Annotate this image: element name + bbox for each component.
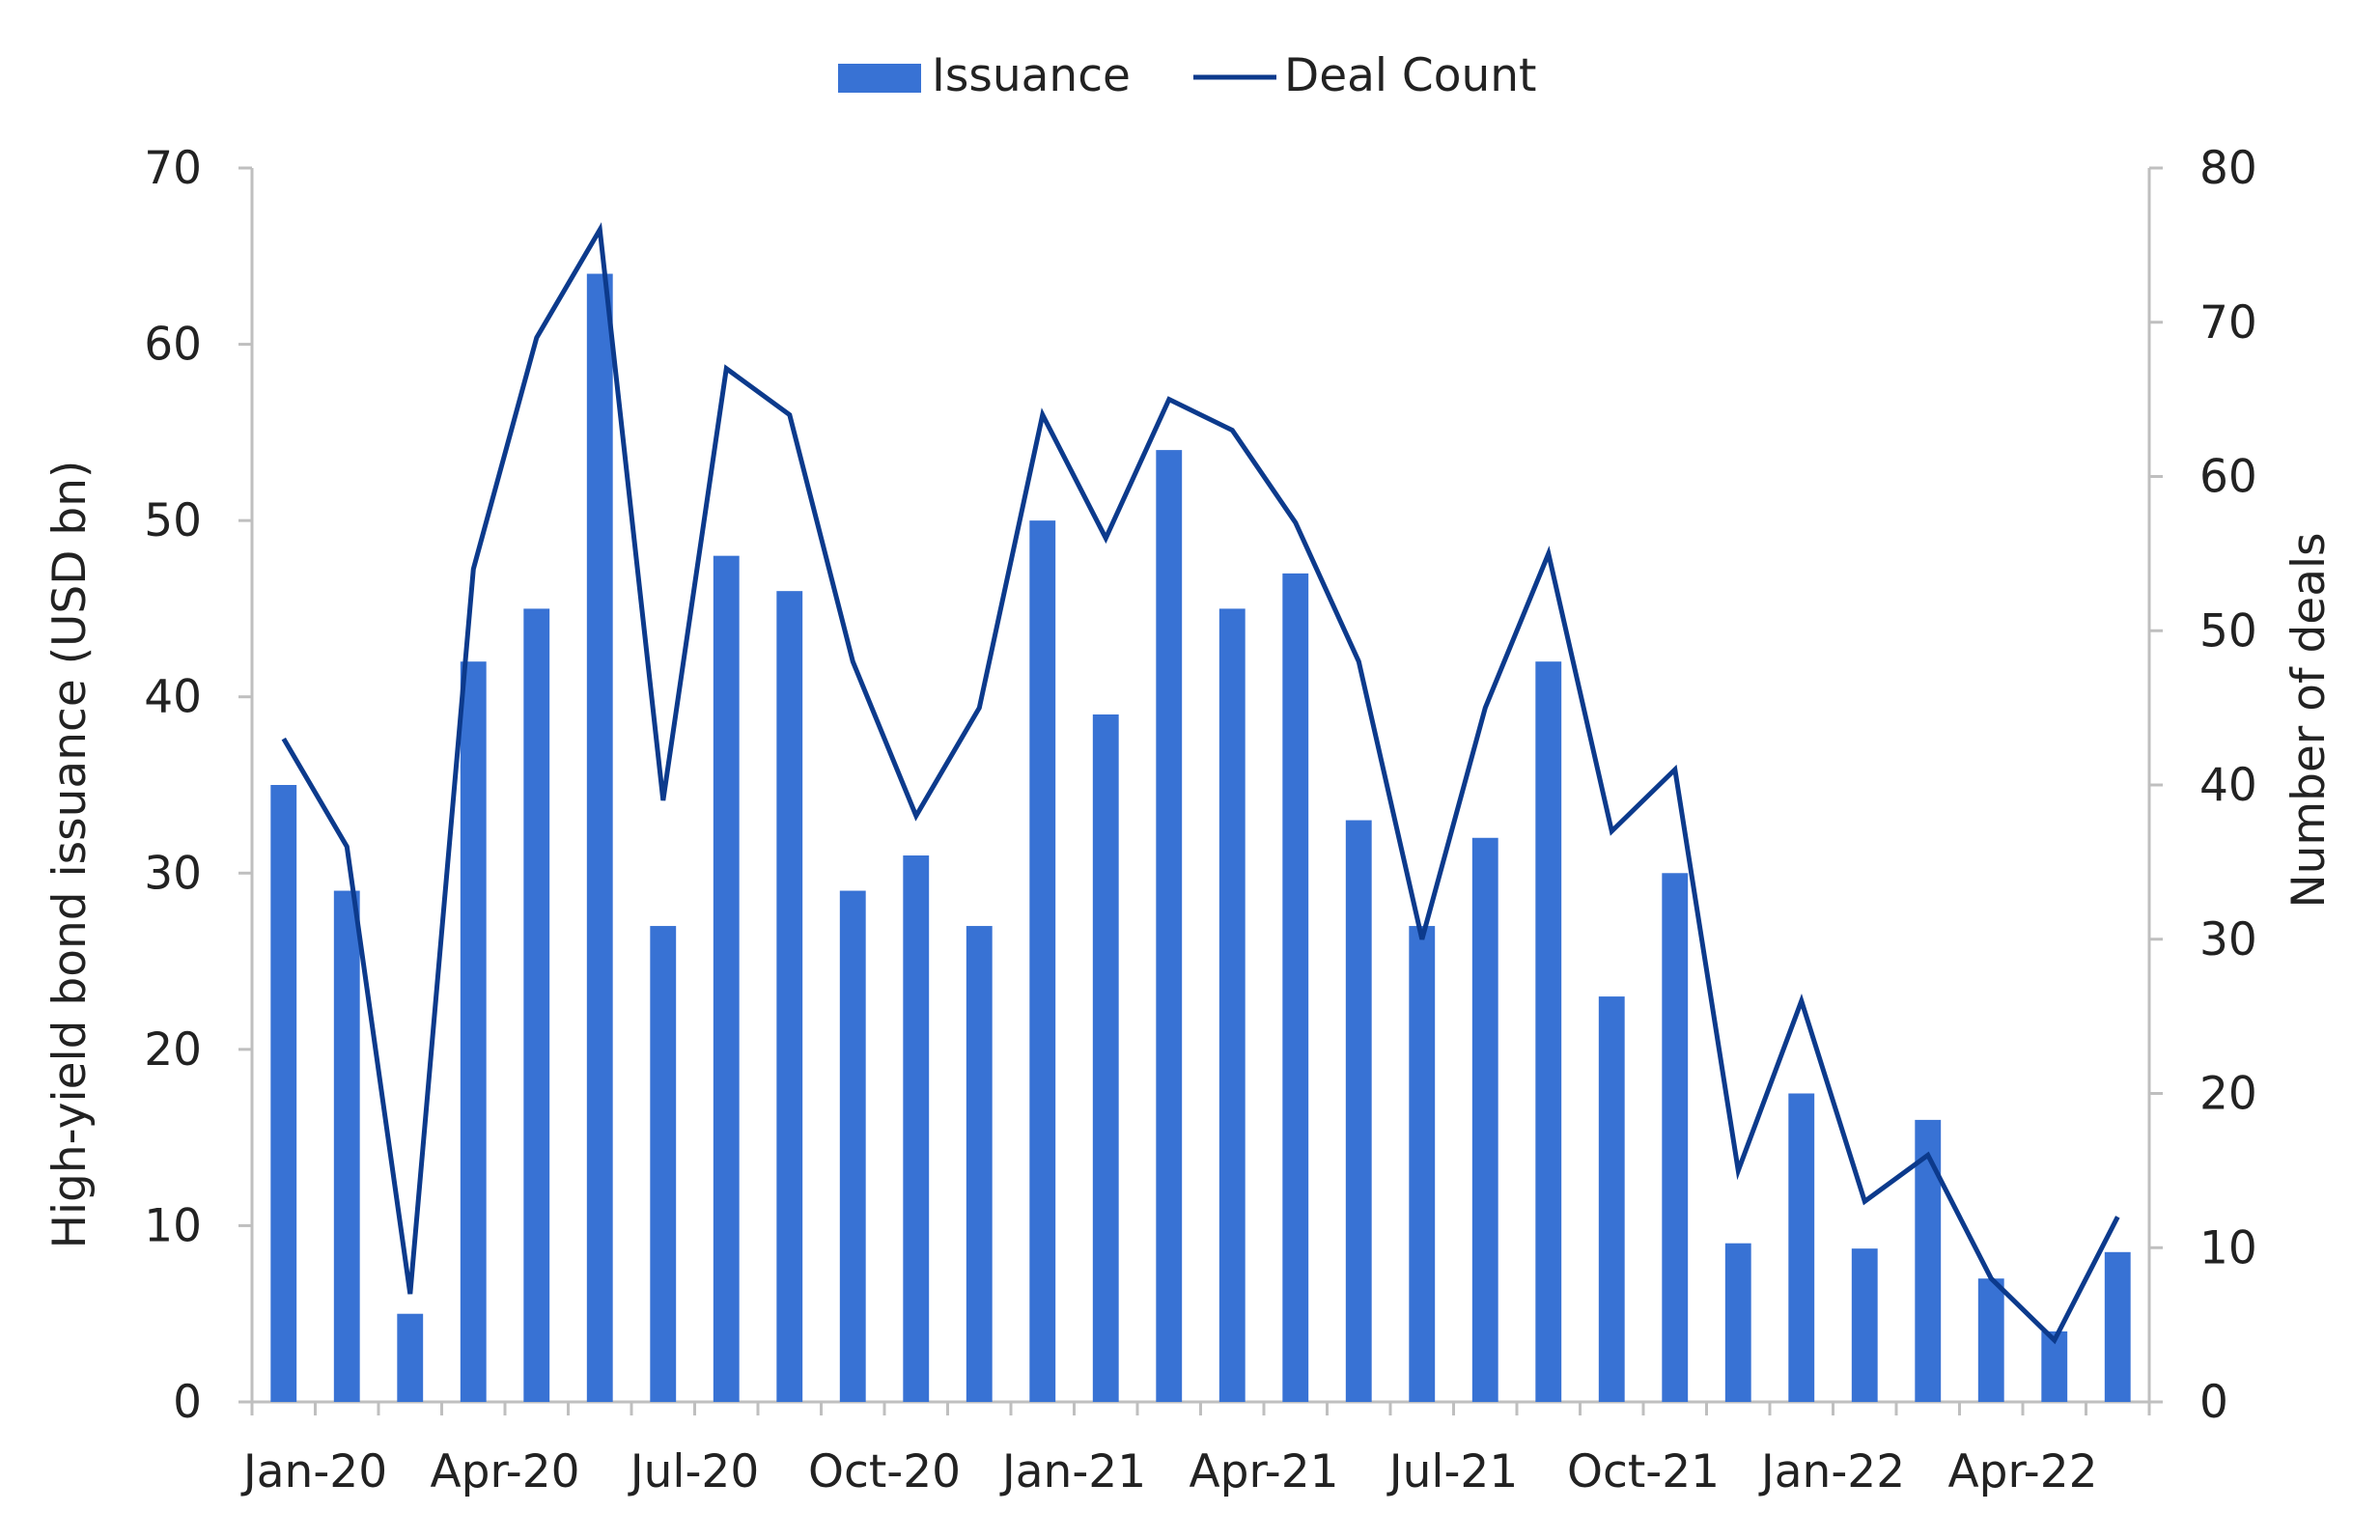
y-axis-right-title: Number of deals [2282, 532, 2336, 908]
issuance-bar [713, 555, 740, 1402]
y-left-tick-label: 70 [144, 142, 202, 195]
x-tick-label: Jan-20 [240, 1445, 387, 1498]
issuance-bar [460, 661, 487, 1402]
y-axis-right-ticks: 0 10 20 30 40 50 60 70 80 [2149, 142, 2257, 1429]
issuance-bar [1029, 520, 1056, 1402]
deal-count-line [281, 222, 2120, 1345]
y-right-tick-label: 0 [2199, 1376, 2228, 1429]
issuance-bar [586, 273, 613, 1402]
legend-deal-count-label: Deal Count [1284, 49, 1536, 102]
issuance-bar [1218, 608, 1246, 1402]
y-right-tick-label: 50 [2199, 604, 2257, 658]
y-left-tick-label: 10 [144, 1199, 202, 1252]
y-right-tick-label: 60 [2199, 451, 2257, 504]
issuance-bar [1156, 450, 1183, 1403]
y-left-tick-label: 60 [144, 319, 202, 372]
deal-count-series [281, 222, 2120, 1345]
issuance-bar [1282, 573, 1309, 1402]
y-axis-left-title: High-yield bond issuance (USD bn) [43, 461, 97, 1249]
y-axis-left-ticks: 0 10 20 30 40 50 60 70 [144, 142, 252, 1429]
x-tick-label: Apr-22 [1947, 1445, 2097, 1498]
x-tick-label: Oct-21 [1567, 1445, 1720, 1498]
issuance-bar [1724, 1243, 1751, 1402]
issuance-bars [270, 273, 2131, 1403]
y-right-tick-label: 20 [2199, 1068, 2257, 1121]
y-left-tick-label: 40 [144, 671, 202, 724]
y-left-tick-label: 50 [144, 494, 202, 547]
issuance-bar [1535, 661, 1562, 1402]
x-tick-label: Oct-20 [808, 1445, 961, 1498]
x-tick-label: Apr-20 [430, 1445, 579, 1498]
legend-issuance-label: Issuance [932, 49, 1131, 102]
x-tick-label: Jul-21 [1386, 1445, 1518, 1498]
y-left-tick-label: 30 [144, 847, 202, 900]
y-right-tick-label: 40 [2199, 759, 2257, 812]
x-tick-label: Jan-22 [1758, 1445, 1905, 1498]
legend-issuance-swatch [838, 64, 921, 93]
x-tick-label: Apr-21 [1189, 1445, 1338, 1498]
y-right-tick-label: 10 [2199, 1221, 2257, 1274]
issuance-bar [1345, 820, 1372, 1402]
issuance-bar [966, 926, 993, 1402]
issuance-bar [1662, 873, 1689, 1402]
issuance-bar [270, 785, 297, 1402]
issuance-bar [2104, 1251, 2131, 1402]
issuance-bar [650, 926, 677, 1402]
y-left-tick-label: 0 [173, 1376, 202, 1429]
issuance-bar [1977, 1278, 2004, 1402]
issuance-bar [1851, 1248, 1878, 1402]
x-axis-ticks: Jan-20 Apr-20 Jul-20 Oct-20 Jan-21 Apr-21 Jul-… [240, 1402, 2151, 1498]
issuance-bar [523, 608, 550, 1402]
legend: Issuance Deal Count [838, 49, 1536, 102]
issuance-bar [839, 890, 866, 1402]
issuance-bar [776, 591, 803, 1402]
issuance-bar [1409, 926, 1436, 1402]
issuance-bar [903, 855, 930, 1402]
issuance-bar [333, 890, 360, 1402]
y-left-tick-label: 20 [144, 1023, 202, 1077]
y-right-tick-label: 80 [2199, 142, 2257, 195]
issuance-bar [397, 1313, 424, 1402]
x-tick-label: Jul-20 [628, 1445, 759, 1498]
issuance-bar [1092, 714, 1119, 1402]
issuance-bar [1788, 1093, 1815, 1402]
issuance-bar [1471, 837, 1498, 1402]
y-right-tick-label: 70 [2199, 296, 2257, 350]
x-tick-label: Jan-21 [999, 1445, 1146, 1498]
y-right-tick-label: 30 [2199, 913, 2257, 966]
issuance-bar [1598, 996, 1625, 1402]
